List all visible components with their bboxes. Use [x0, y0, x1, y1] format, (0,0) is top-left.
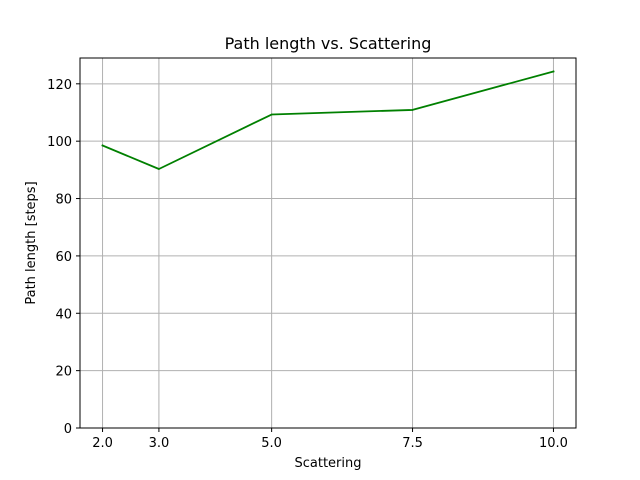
x-tick-label: 10.0	[539, 436, 568, 451]
x-tick-label: 2.0	[92, 436, 113, 451]
chart-title: Path length vs. Scattering	[225, 34, 432, 53]
y-tick-label: 60	[55, 250, 72, 265]
y-tick-label: 40	[55, 307, 72, 322]
x-tick-label: 5.0	[261, 436, 282, 451]
y-axis-label: Path length [steps]	[24, 181, 39, 304]
data-point	[102, 145, 104, 147]
data-point	[158, 168, 160, 170]
y-tick-label: 80	[55, 193, 72, 208]
x-tick-label: 3.0	[149, 436, 170, 451]
y-tick-label: 120	[47, 78, 72, 93]
x-tick-label: 7.5	[402, 436, 423, 451]
y-tick-label: 20	[55, 365, 72, 380]
data-point	[271, 114, 273, 116]
y-tick-label: 100	[47, 135, 72, 150]
data-point	[553, 71, 555, 73]
data-point	[412, 109, 414, 111]
y-tick-label: 0	[64, 422, 72, 437]
x-axis-label: Scattering	[294, 456, 361, 471]
